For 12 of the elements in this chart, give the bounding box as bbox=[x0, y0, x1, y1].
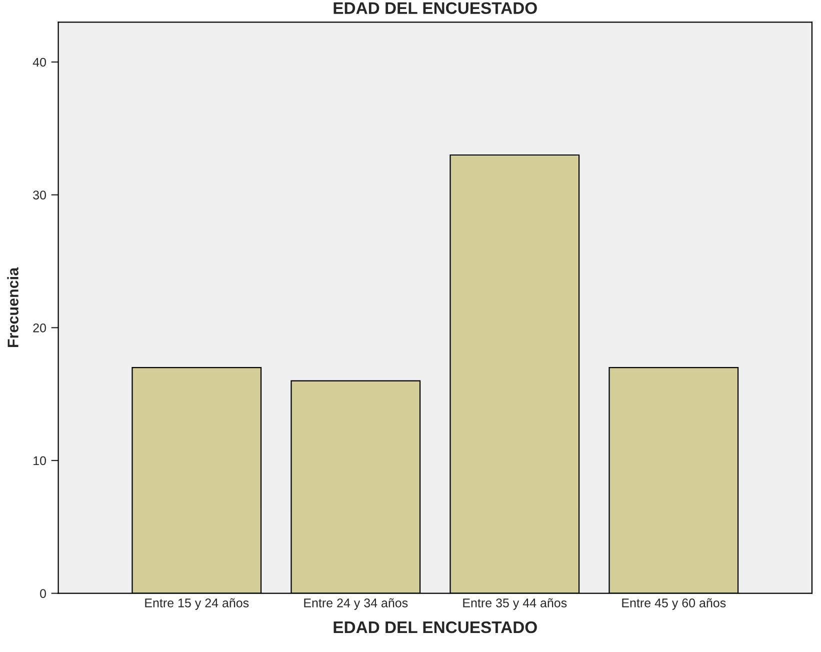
x-tick-label: Entre 24 y 34 años bbox=[304, 598, 408, 610]
y-tick-label: 40 bbox=[32, 58, 46, 67]
y-axis-title: Frecuencia bbox=[7, 267, 18, 348]
x-tick-label: Entre 15 y 24 años bbox=[145, 598, 249, 610]
x-axis-title: EDAD DEL ENCUESTADO bbox=[334, 621, 537, 634]
chart-title: EDAD DEL ENCUESTADO bbox=[334, 2, 537, 14]
x-tick-label: Entre 45 y 60 años bbox=[622, 598, 726, 610]
y-tick-label: 30 bbox=[33, 190, 46, 200]
y-tick-label: 20 bbox=[33, 323, 46, 332]
x-tick-label: Entre 35 y 44 años bbox=[463, 598, 567, 610]
y-tick-label: 0 bbox=[40, 589, 46, 598]
y-tick-label: 10 bbox=[34, 456, 46, 466]
